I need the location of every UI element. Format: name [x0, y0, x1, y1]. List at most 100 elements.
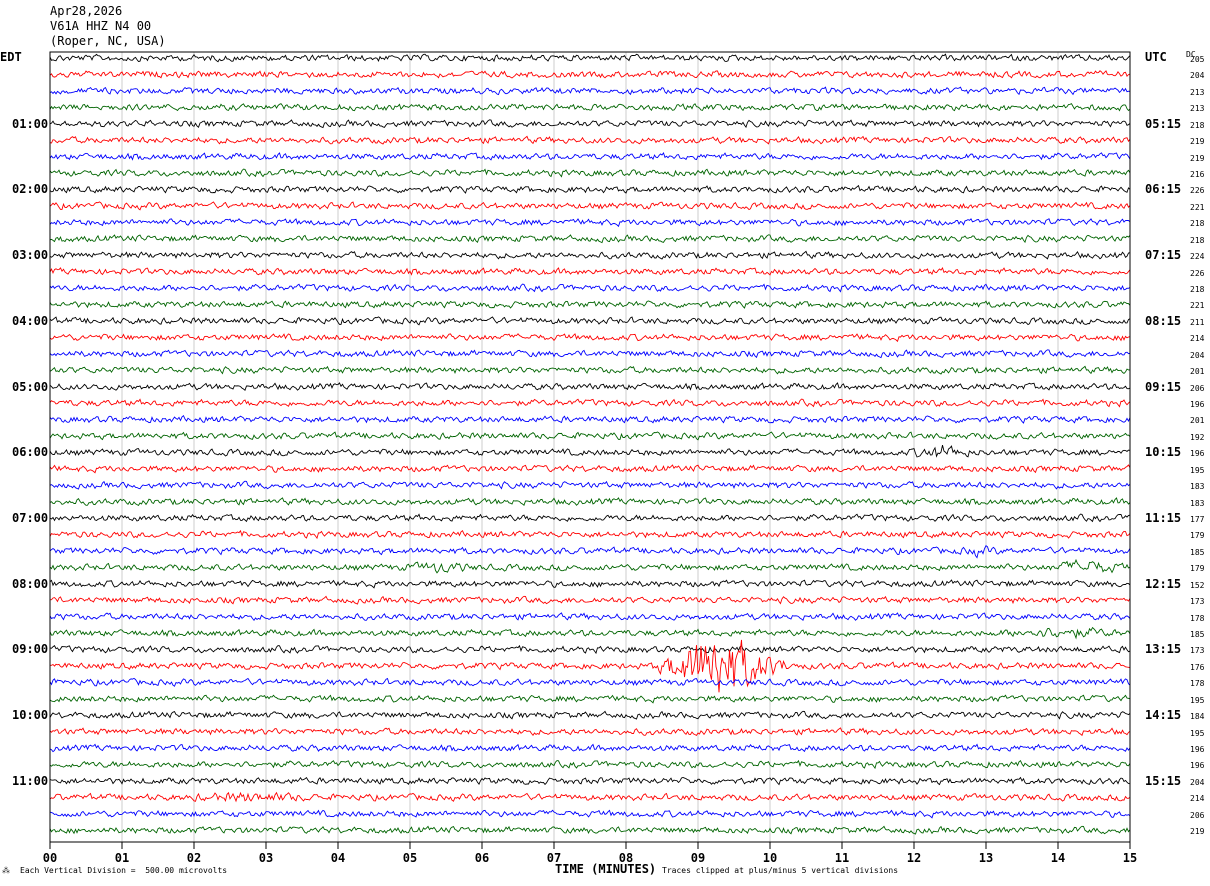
- dc-offset-label: 183: [1190, 498, 1205, 508]
- dc-offset-label: 206: [1190, 810, 1205, 820]
- header-date: Apr28,2026: [50, 4, 123, 18]
- right-hour-label: 12:15: [1145, 576, 1182, 591]
- trace-line: [49, 579, 1131, 589]
- right-timezone: UTC: [1145, 50, 1167, 64]
- left-hour-label: 10:00: [12, 708, 49, 723]
- trace-line: [49, 464, 1131, 474]
- corner-mark: ⁂: [2, 866, 10, 875]
- x-tick-label: 06: [474, 851, 490, 865]
- dc-offset-label: 192: [1190, 432, 1205, 442]
- dc-offset-label: 204: [1190, 71, 1205, 81]
- dc-offset-label: 173: [1190, 597, 1205, 607]
- dc-offset-label: 196: [1190, 400, 1205, 410]
- trace-line: [49, 612, 1131, 622]
- left-hour-label: 01:00: [12, 116, 49, 131]
- trace-line: [49, 333, 1131, 343]
- header-station: V61A HHZ N4 00: [50, 19, 152, 33]
- minute-grid: [121, 52, 1059, 842]
- trace-line: [49, 86, 1131, 96]
- left-hour-label: 04:00: [12, 313, 49, 328]
- x-axis-ticks: [49, 842, 1131, 849]
- x-tick-label: 09: [690, 851, 706, 865]
- left-hour-label: 06:00: [12, 445, 49, 460]
- x-tick-label: 13: [978, 851, 994, 865]
- x-axis-title: TIME (MINUTES): [555, 862, 657, 876]
- left-hour-label: 08:00: [12, 576, 49, 591]
- right-hour-label: 09:15: [1145, 379, 1182, 394]
- dc-offset-label: 213: [1190, 104, 1205, 114]
- left-timezone: EDT: [0, 50, 22, 64]
- trace-line: [49, 103, 1131, 112]
- dc-offset-label: 218: [1190, 120, 1205, 130]
- seismic-traces: [49, 53, 1131, 835]
- trace-line: [50, 639, 1131, 693]
- dc-offset-label: 152: [1190, 580, 1205, 590]
- plot-frame: [49, 51, 1131, 843]
- dc-offset-label: 205: [1190, 55, 1205, 64]
- trace-line: [49, 710, 1131, 720]
- trace-line: [49, 694, 1131, 704]
- trace-line: [49, 135, 1131, 145]
- trace-line: [49, 168, 1131, 178]
- x-tick-label: 08: [618, 851, 634, 865]
- dc-offset-label: 195: [1190, 465, 1205, 475]
- trace-line: [49, 398, 1131, 408]
- dc-offset-label: 173: [1190, 646, 1205, 656]
- trace-line: [49, 152, 1131, 161]
- header-location: (Roper, NC, USA): [50, 34, 166, 48]
- dc-offset-label: 178: [1190, 613, 1205, 623]
- dc-offset-label: 179: [1190, 531, 1205, 541]
- dc-offset-label: 218: [1190, 219, 1205, 229]
- trace-line: [49, 201, 1131, 211]
- trace-line: [49, 791, 1131, 803]
- x-tick-label: 04: [330, 851, 346, 865]
- dc-offset-label: 221: [1190, 202, 1205, 212]
- dc-offset-label: 219: [1190, 137, 1205, 147]
- trace-line: [49, 300, 1131, 309]
- trace-line: [49, 349, 1131, 359]
- right-hour-label: 06:15: [1145, 182, 1182, 197]
- trace-line: [49, 727, 1131, 737]
- trace-line: [49, 365, 1130, 375]
- dc-offset-label: 219: [1190, 827, 1205, 837]
- x-tick-label: 14: [1050, 851, 1066, 865]
- trace-line: [49, 644, 1131, 655]
- dc-offset-label: 224: [1190, 252, 1205, 262]
- dc-offset-label: 179: [1190, 564, 1205, 574]
- trace-line: [49, 776, 1131, 786]
- trace-line: [49, 480, 1131, 490]
- dc-offset-label: 218: [1190, 285, 1205, 295]
- right-hour-label: 14:15: [1145, 708, 1182, 723]
- dc-offset-label: 204: [1190, 777, 1205, 787]
- trace-line: [49, 431, 1131, 441]
- right-hour-label: 13:15: [1145, 642, 1182, 657]
- dc-offset-label: 201: [1190, 416, 1205, 426]
- dc-offset-label: 196: [1190, 761, 1205, 771]
- trace-line: [49, 743, 1131, 753]
- dc-offset-label: 211: [1190, 317, 1205, 327]
- right-hour-label: 05:15: [1145, 116, 1182, 131]
- x-tick-label: 03: [258, 851, 274, 865]
- dc-offset-label: 196: [1190, 745, 1205, 755]
- dc-offset-label: 213: [1190, 87, 1205, 97]
- dc-offset-label: 177: [1190, 515, 1205, 525]
- right-hour-label: 07:15: [1145, 248, 1182, 263]
- trace-line: [49, 444, 1131, 458]
- dc-offset-label: 201: [1190, 367, 1205, 377]
- clip-note: Traces clipped at plus/minus 5 vertical …: [662, 866, 899, 875]
- left-hour-label: 05:00: [12, 379, 49, 394]
- dc-offset-label: 219: [1190, 153, 1205, 163]
- dc-offset-label: 214: [1190, 334, 1205, 344]
- dc-offset-label: 204: [1190, 350, 1205, 360]
- trace-line: [49, 316, 1131, 326]
- trace-line: [49, 184, 1131, 194]
- trace-line: [49, 626, 1131, 640]
- x-tick-label: 11: [834, 851, 850, 865]
- dc-offset-label: 226: [1190, 186, 1205, 196]
- trace-line: [49, 414, 1131, 424]
- trace-line: [49, 234, 1131, 244]
- right-hour-label: 08:15: [1145, 313, 1182, 328]
- left-hour-label: 09:00: [12, 642, 49, 657]
- trace-line: [49, 595, 1131, 605]
